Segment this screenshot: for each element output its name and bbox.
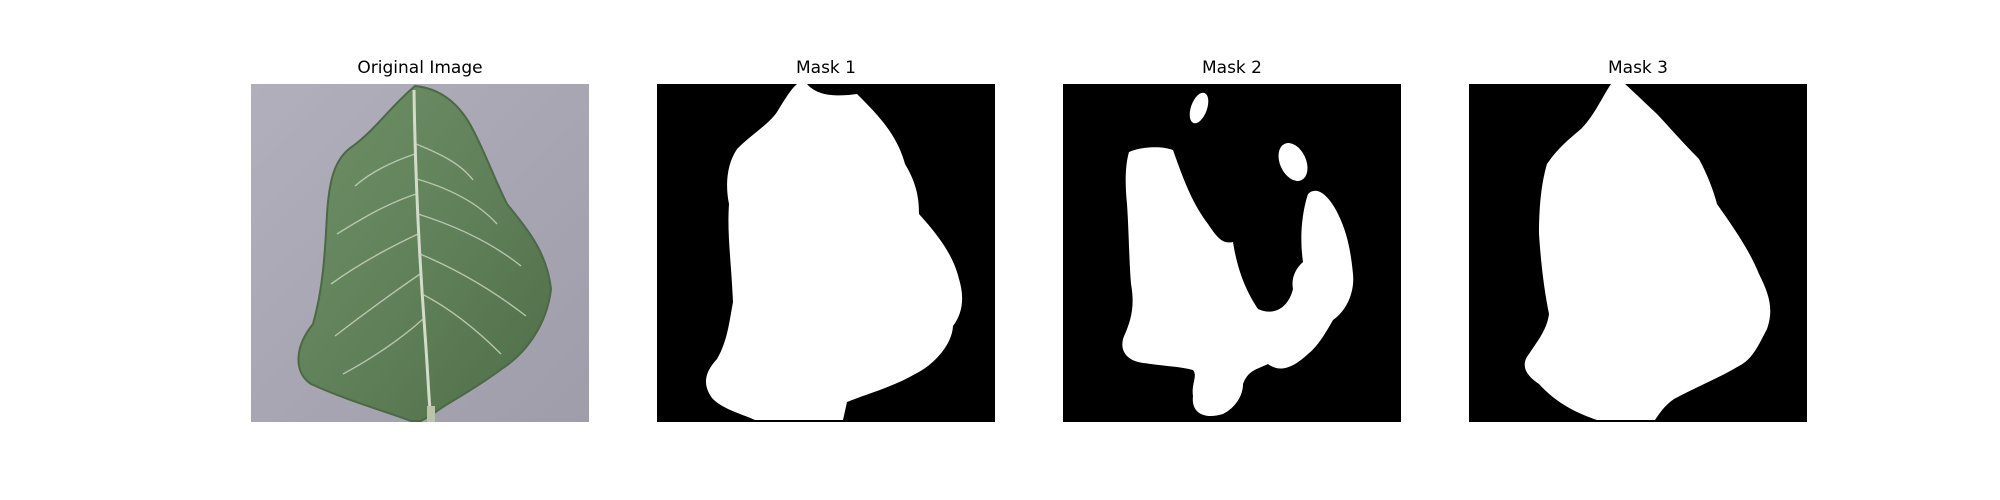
leaf-midrib (412, 89, 433, 422)
mask-2-title: Mask 2 (1201, 58, 1262, 78)
mask-3-panel: Mask 3 (1469, 0, 1807, 500)
mask-2-main-region (1122, 147, 1354, 416)
mask-1-title: Mask 1 (795, 58, 856, 78)
mask-2-panel: Mask 2 (1063, 0, 1401, 500)
mask-2-leaf-regions (1122, 92, 1354, 416)
mask-2-fragment-top (1189, 92, 1209, 124)
original-leaf-photo (251, 84, 589, 422)
mask-1-panel: Mask 1 (657, 0, 995, 500)
mask-1-image (657, 84, 995, 422)
leaf-stem (427, 406, 435, 422)
original-image-title: Original Image (357, 58, 483, 78)
mask-2-image (1063, 84, 1401, 422)
mask-3-image (1469, 84, 1807, 422)
leaf-blade (297, 84, 553, 422)
mask-3-leaf-region (1524, 84, 1771, 420)
leaf-veins (330, 143, 527, 375)
mask-3-title: Mask 3 (1607, 58, 1668, 78)
mask-2-fragment-right (1278, 143, 1308, 181)
mask-1-leaf-region (705, 84, 963, 420)
original-image-panel: Original Image (251, 0, 589, 500)
